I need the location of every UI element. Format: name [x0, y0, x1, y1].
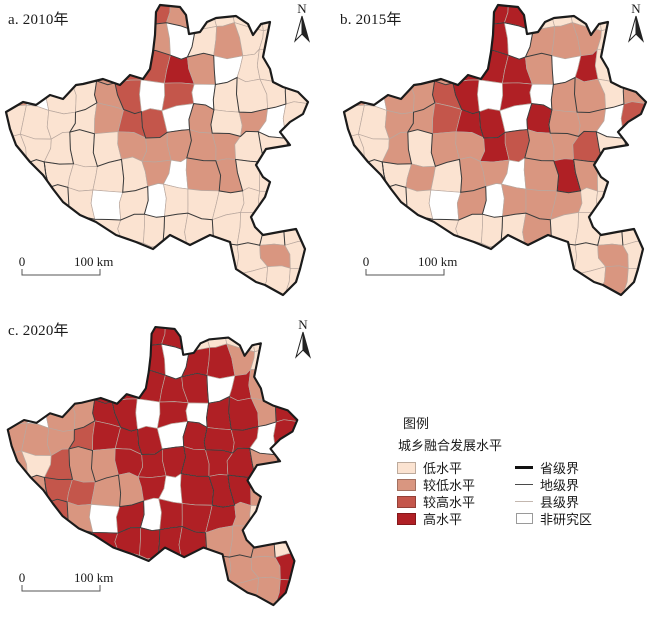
north-arrow-icon: N: [625, 1, 647, 48]
legend: 图例 城乡融合发展水平 低水平 省级界 较低水平 地级界 较高水平 县级界 高: [397, 413, 627, 527]
non-study-area-box-icon: [515, 513, 533, 524]
panel-2020: c. 2020年 N 0 100 km: [0, 314, 322, 612]
choropleth-map-2010: [0, 0, 316, 307]
north-arrow-icon: N: [292, 317, 314, 364]
legend-title: 图例: [403, 416, 430, 431]
province-boundary: [6, 325, 299, 607]
province-boundary: [342, 3, 648, 297]
choropleth-map-2020: [2, 322, 305, 617]
panel-label-2010: a. 2010年: [8, 12, 69, 28]
panel-label-2015: b. 2015年: [340, 12, 402, 28]
svg-text:100 km: 100 km: [74, 254, 113, 269]
legend-item-prefecture-boundary: 地级界: [515, 476, 627, 493]
legend-item-county-boundary: 县级界: [515, 493, 627, 510]
legend-item-high: 高水平: [397, 510, 515, 527]
county-boundary-line-icon: [515, 501, 533, 502]
high-level-swatch: [397, 512, 416, 525]
county-regions: [7, 327, 298, 606]
legend-item-mid-low: 较低水平: [397, 476, 515, 493]
svg-text:0: 0: [19, 254, 26, 269]
scale-bar: 0 100 km: [16, 570, 128, 601]
north-arrow-icon: N: [291, 1, 313, 48]
mid-high-level-swatch: [397, 495, 416, 508]
scale-bar: 0 100 km: [16, 254, 128, 285]
legend-item-non-study: 非研究区: [515, 510, 627, 527]
prefecture-boundary-line-icon: [515, 483, 533, 486]
province-boundary: [4, 3, 310, 297]
province-boundary-line-icon: [515, 466, 533, 469]
svg-text:0: 0: [19, 570, 26, 585]
choropleth-map-2015: [338, 0, 650, 307]
svg-text:N: N: [298, 317, 308, 332]
svg-text:100 km: 100 km: [74, 570, 113, 585]
mid-low-level-swatch: [397, 478, 416, 491]
svg-text:N: N: [297, 1, 307, 16]
panel-2015: b. 2015年 N 0 100 km: [332, 0, 650, 302]
map-svg-2010: [4, 3, 310, 297]
svg-text:N: N: [631, 1, 641, 16]
svg-text:0: 0: [363, 254, 370, 269]
low-level-swatch: [397, 461, 416, 474]
legend-item-province-boundary: 省级界: [515, 459, 627, 476]
scale-bar: 0 100 km: [360, 254, 472, 285]
legend-item-mid-high: 较高水平: [397, 493, 515, 510]
panel-label-2020: c. 2020年: [8, 323, 69, 339]
svg-text:100 km: 100 km: [418, 254, 457, 269]
map-svg-2020: [6, 325, 299, 607]
panel-2010: a. 2010年 N 0 100 km: [0, 0, 320, 302]
legend-item-low: 低水平: [397, 459, 515, 476]
map-svg-2015: [342, 3, 648, 297]
legend-subtitle: 城乡融合发展水平: [398, 438, 503, 453]
